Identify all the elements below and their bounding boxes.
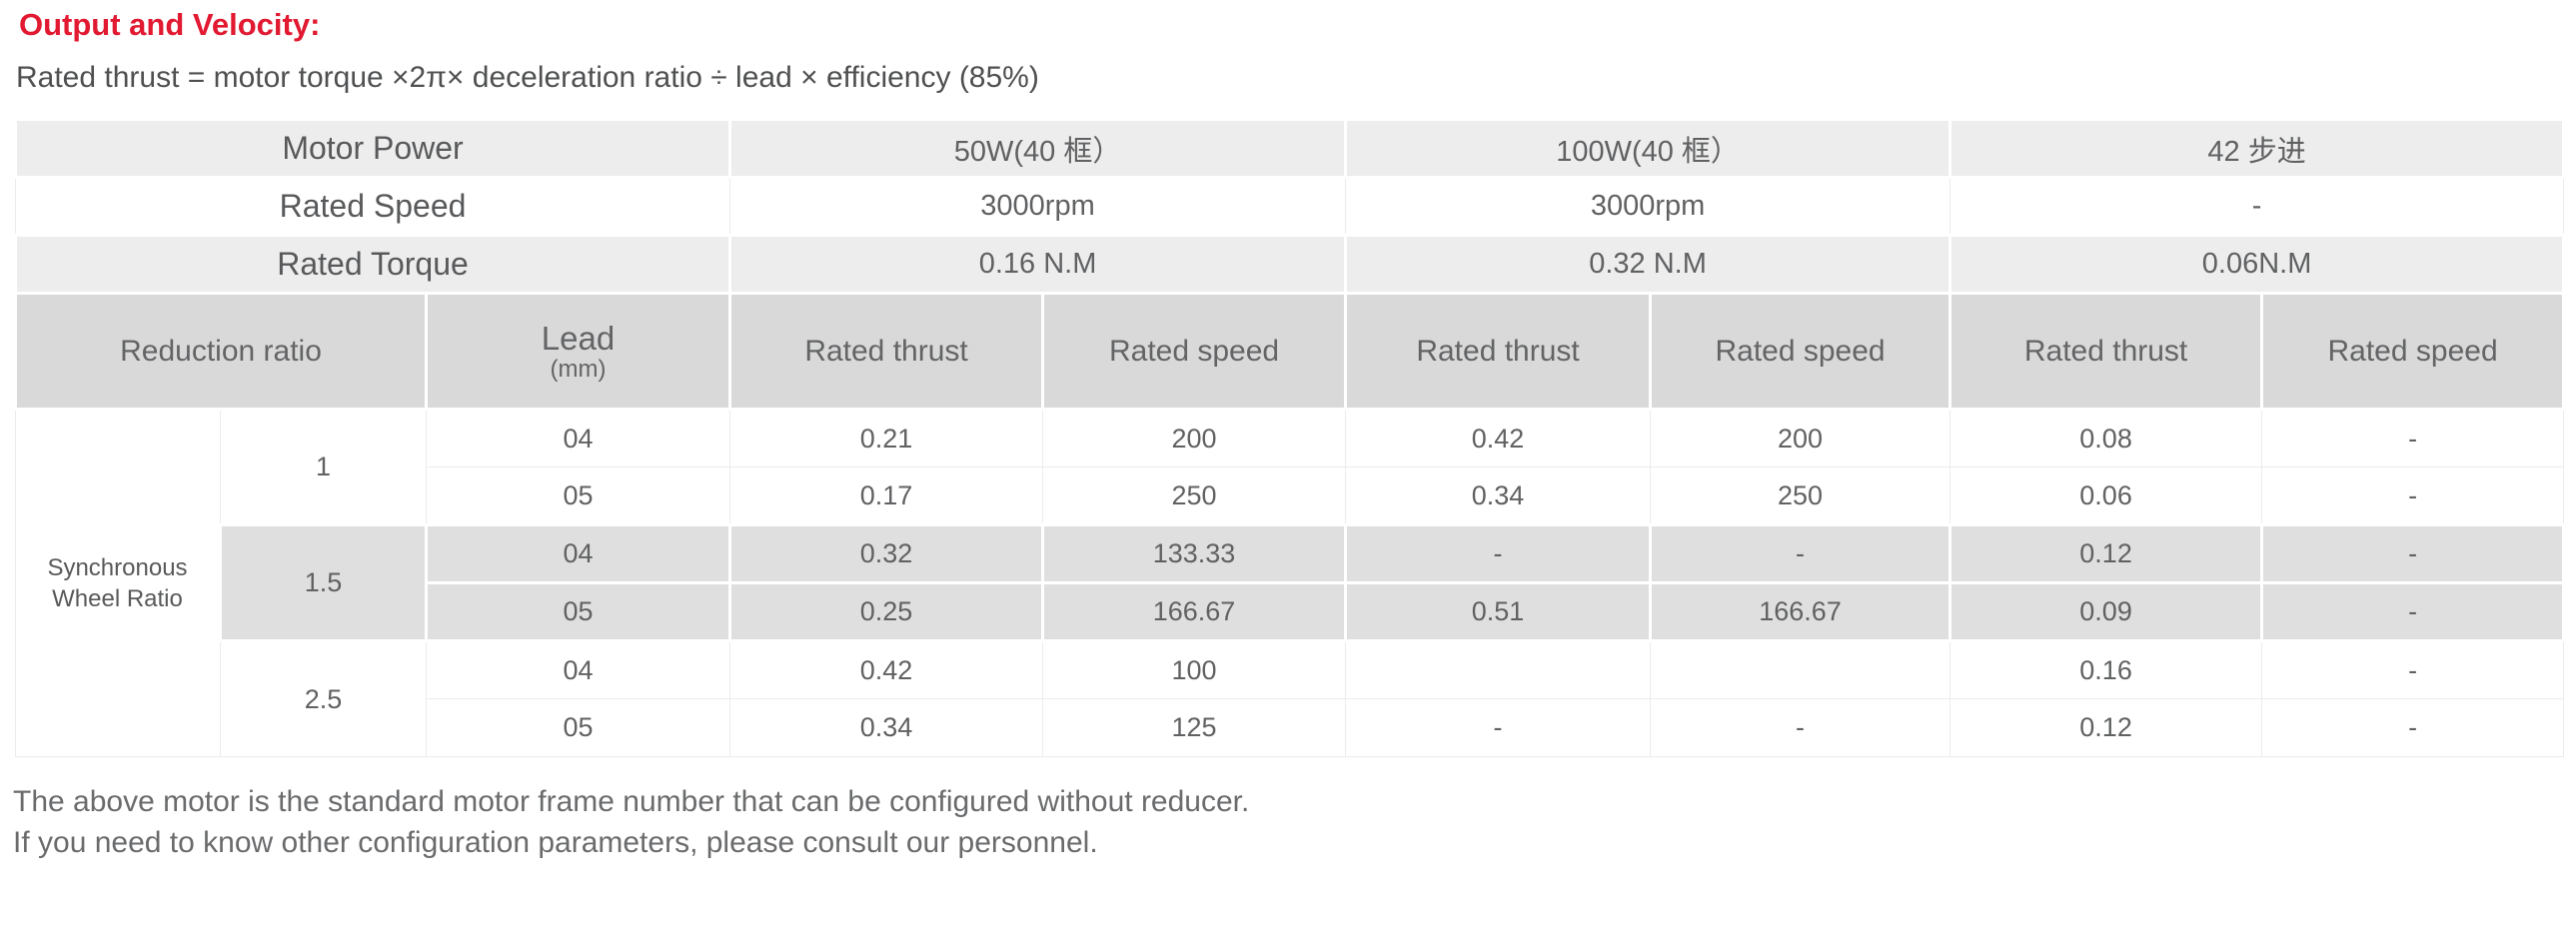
header-reduction-ratio: Reduction ratio <box>14 292 428 411</box>
lead-cell: 05 <box>425 698 731 757</box>
header-rated-thrust-100w: Rated thrust <box>1344 292 1653 411</box>
rated-torque-label: Rated Torque <box>13 234 732 295</box>
rated-speed-50w: 3000rpm <box>729 177 1347 236</box>
motor-power-42step: 42 步进 <box>1948 118 2566 179</box>
lead-cell: 04 <box>425 640 731 699</box>
rated-torque-100w: 0.32 N.M <box>1344 234 1952 295</box>
value-cell: 0.42 <box>729 640 1044 699</box>
table-row: Synchronous Wheel Ratio 1 04 0.21 200 0.… <box>15 409 2565 757</box>
lead-cell: 04 <box>424 523 732 584</box>
header-lead-unit: (mm) <box>550 355 607 383</box>
table-row: 05 0.17 250 0.34 250 0.06 - <box>16 466 2565 525</box>
table-row: 2.5 04 0.42 100 0.16 - <box>16 640 2565 757</box>
value-cell: 0.32 <box>728 523 1045 584</box>
header-rated-speed-100w: Rated speed <box>1649 292 1952 411</box>
value-cell: 0.34 <box>729 698 1044 757</box>
ratio-2-5: 2.5 <box>220 640 427 757</box>
value-cell: 166.67 <box>1041 581 1348 642</box>
output-velocity-table: Motor Power 50W(40 框） 100W(40 框） 42 步进 R… <box>13 118 2566 757</box>
value-cell: 125 <box>1042 698 1347 757</box>
value-cell: - <box>2261 698 2565 757</box>
table-row: 05 0.25 166.67 0.51 166.67 0.09 - <box>16 581 2566 642</box>
header-lead-text: Lead <box>541 320 616 358</box>
rated-torque-42step: 0.06N.M <box>1948 234 2566 295</box>
rated-speed-100w: 3000rpm <box>1345 177 1951 236</box>
footer-notes: The above motor is the standard motor fr… <box>13 782 2576 863</box>
value-cell: 133.33 <box>1041 523 1348 584</box>
header-rated-speed-42step: Rated speed <box>2260 292 2566 411</box>
motor-power-label: Motor Power <box>13 118 732 179</box>
value-cell: 0.12 <box>1948 523 2264 584</box>
lead-cell: 05 <box>425 466 731 525</box>
value-cell: 0.16 <box>1949 640 2263 699</box>
rated-torque-50w: 0.16 N.M <box>728 234 1348 295</box>
value-cell: 0.17 <box>729 466 1044 525</box>
rated-torque-row: Rated Torque 0.16 N.M 0.32 N.M 0.06N.M <box>13 234 2566 295</box>
ratio-1-5: 1.5 <box>219 523 428 642</box>
lead-cell: 04 <box>425 409 731 467</box>
value-cell: 0.42 <box>1345 409 1652 467</box>
value-cell: 0.12 <box>1949 698 2263 757</box>
value-cell: 0.08 <box>1949 409 2263 467</box>
value-cell: - <box>1345 698 1652 757</box>
value-cell: 200 <box>1042 409 1347 467</box>
rated-speed-row: Rated Speed 3000rpm 3000rpm - <box>14 177 2565 236</box>
value-cell: 0.51 <box>1344 581 1653 642</box>
table-row: 1.5 04 0.32 133.33 - - 0.12 - <box>16 523 2566 642</box>
motor-power-row: Motor Power 50W(40 框） 100W(40 框） 42 步进 <box>13 118 2566 179</box>
value-cell: - <box>1649 523 1952 584</box>
value-cell: - <box>2260 581 2566 642</box>
rated-speed-42step: - <box>1949 177 2565 236</box>
footer-note-line2: If you need to know other configuration … <box>13 825 1098 859</box>
value-cell: 100 <box>1042 640 1347 699</box>
motor-power-100w: 100W(40 框） <box>1344 118 1952 179</box>
footer-note-line1: The above motor is the standard motor fr… <box>13 785 1250 818</box>
header-rated-thrust-50w: Rated thrust <box>728 292 1045 411</box>
value-cell: 0.25 <box>728 581 1045 642</box>
value-cell: - <box>2261 466 2565 525</box>
value-cell: 0.21 <box>729 409 1044 467</box>
ratio-1: 1 <box>220 409 427 525</box>
value-cell: - <box>2260 523 2566 584</box>
header-lead: Lead (mm) <box>424 292 732 411</box>
value-cell: 0.09 <box>1948 581 2264 642</box>
value-cell <box>1345 640 1652 699</box>
header-rated-thrust-42step: Rated thrust <box>1948 292 2264 411</box>
value-cell <box>1650 640 1951 699</box>
thrust-formula: Rated thrust = motor torque ×2π× deceler… <box>16 61 1039 94</box>
value-cell: - <box>1650 698 1951 757</box>
value-cell: - <box>2261 409 2565 467</box>
column-header-row: Reduction ratio Lead (mm) Rated thrust R… <box>14 292 2566 411</box>
rated-speed-label: Rated Speed <box>14 177 731 236</box>
value-cell: 0.06 <box>1949 466 2263 525</box>
header-rated-speed-50w: Rated speed <box>1041 292 1348 411</box>
value-cell: 250 <box>1042 466 1347 525</box>
value-cell: 166.67 <box>1649 581 1952 642</box>
motor-power-50w: 50W(40 框） <box>728 118 1348 179</box>
value-cell: 0.34 <box>1345 466 1652 525</box>
lead-cell: 05 <box>424 581 732 642</box>
table-row: 05 0.34 125 - - 0.12 - <box>16 698 2565 757</box>
value-cell: 200 <box>1650 409 1951 467</box>
value-cell: - <box>1344 523 1653 584</box>
value-cell: 250 <box>1650 466 1951 525</box>
value-cell: - <box>2261 640 2565 699</box>
page-title: Output and Velocity: <box>19 7 321 42</box>
sync-wheel-ratio-label: Synchronous Wheel Ratio <box>15 409 221 757</box>
